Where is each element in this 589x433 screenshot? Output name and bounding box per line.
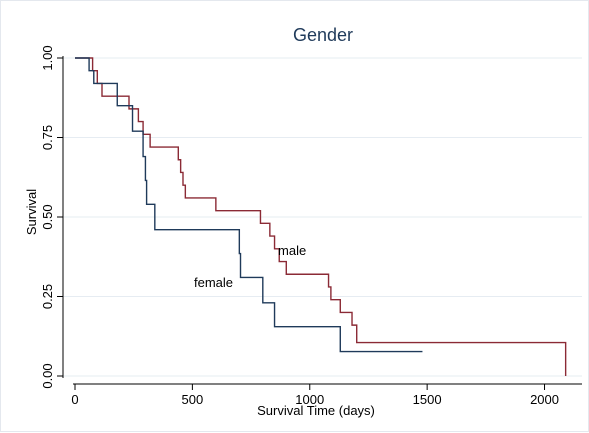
x-tick-label-4: 2000 [530,392,559,407]
series-group [75,57,567,376]
series-line-female [75,57,423,353]
y-tick-label-2: 0.50 [40,204,55,229]
annotations: male female [194,243,306,290]
y-tick-label-4: 1.00 [40,45,55,70]
plot-area [63,51,582,374]
x-tick-label-2: 1000 [295,392,324,407]
x-axis-title: Survival Time (days) [257,403,375,418]
y-axis-title: Survival [24,189,39,235]
annotation-female: female [194,275,233,290]
x-tick-label-0: 0 [71,392,78,407]
y-tick-label-1: 0.25 [40,284,55,309]
y-tick-label-3: 0.75 [40,125,55,150]
y-tick-label-0: 0.00 [40,363,55,388]
series-line-male [75,57,567,376]
chart-title: Gender [293,25,353,45]
axes: 0.00 0.25 0.50 0.75 1.00 0 500 1000 1500 2000 [40,45,582,407]
annotation-male: male [278,243,306,258]
x-tick-label-1: 500 [182,392,204,407]
x-tick-label-3: 1500 [413,392,442,407]
